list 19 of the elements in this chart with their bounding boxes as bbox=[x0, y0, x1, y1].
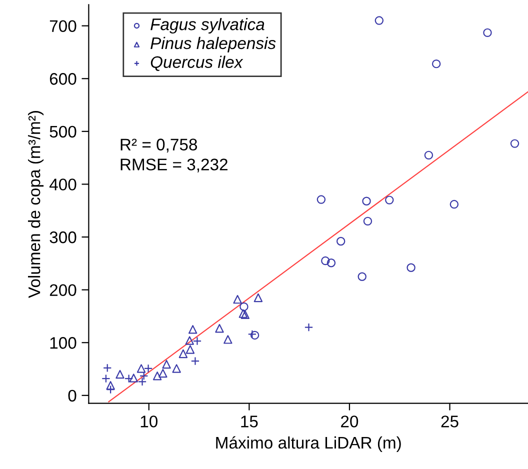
y-tick-label: 200 bbox=[50, 284, 76, 296]
y-tick-label: 500 bbox=[50, 126, 76, 138]
x-tick-label: 20 bbox=[341, 416, 358, 428]
annotation: RMSE = 3,232 bbox=[120, 158, 228, 172]
x-tick-label: 10 bbox=[140, 416, 158, 428]
y-tick-label: 600 bbox=[50, 73, 76, 85]
x-tick-label: 15 bbox=[241, 416, 258, 428]
y-tick-label: 400 bbox=[49, 178, 76, 190]
y-tick-label: 300 bbox=[50, 231, 76, 244]
y-axis-title: Volumen de copa (m³/m²) bbox=[28, 111, 44, 298]
x-axis-title: Máximo altura LiDAR (m) bbox=[216, 436, 401, 452]
legend-label: Quercus ilex bbox=[150, 56, 244, 71]
annotation: R² = 0,758 bbox=[120, 138, 198, 152]
x-tick-label: 25 bbox=[441, 416, 458, 428]
y-tick-label: 700 bbox=[50, 20, 76, 32]
legend-label: Pinus halepensis bbox=[150, 36, 276, 52]
legend-label: Fagus sylvatica bbox=[150, 18, 264, 34]
y-tick-label: 100 bbox=[50, 337, 76, 349]
y-tick-label: 0 bbox=[68, 390, 76, 402]
